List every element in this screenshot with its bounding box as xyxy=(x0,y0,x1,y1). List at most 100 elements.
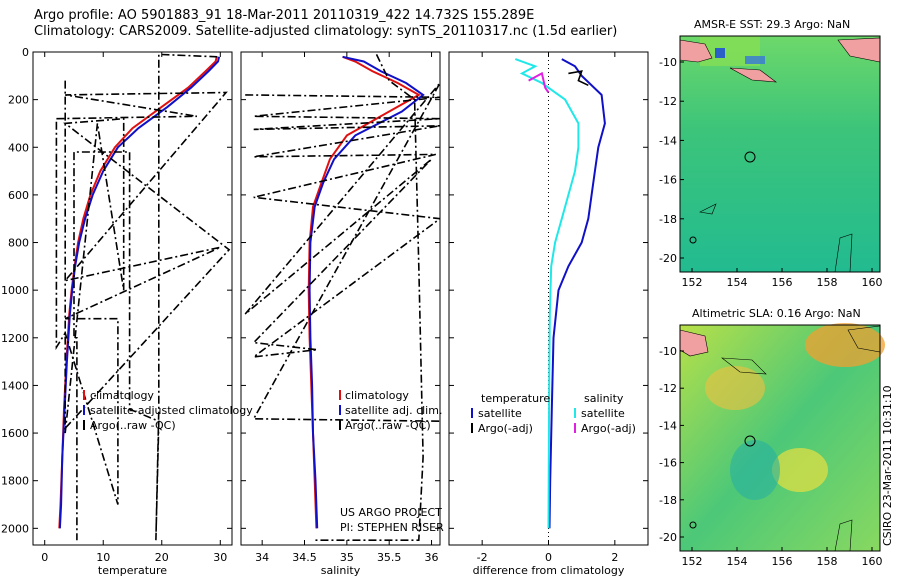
reef-contour xyxy=(699,203,717,215)
sla-lat-label: -20 xyxy=(659,531,677,544)
sla-map: 152 154 156 158 160 -10 -12 -14 -16 -18 -20 xyxy=(659,323,885,568)
sla-high-patch xyxy=(705,366,765,410)
depth-tick-label: 1400 xyxy=(1,379,29,392)
salinity-xtick-label: 36 xyxy=(425,551,439,564)
sla-lon-label: 156 xyxy=(772,555,793,568)
float-location-marker xyxy=(744,435,756,447)
salinity-xtick-label: 34.5 xyxy=(292,551,317,564)
reef-contour xyxy=(834,519,853,552)
sst-lon-label: 152 xyxy=(682,276,703,289)
project-pi: PI: STEPHEN RISER xyxy=(340,521,444,534)
sst-lat-label: -10 xyxy=(659,56,677,69)
sla-lon-label: 160 xyxy=(862,555,883,568)
legend-header-temperature: temperature xyxy=(481,392,550,405)
sst-map-title: AMSR-E SST: 29.3 Argo: NaN xyxy=(694,18,851,31)
sla-map-frame xyxy=(679,324,881,552)
sst-lat-label: -12 xyxy=(659,95,677,108)
salinity-xtick-label: 34 xyxy=(255,551,269,564)
sla-lon-label: 154 xyxy=(727,555,748,568)
sst-map: 152 154 156 158 160 -10 -12 -14 -16 -18 -20 xyxy=(659,35,883,289)
difference-sal_satellite-line xyxy=(514,58,580,529)
sla-low-patch xyxy=(730,440,780,500)
sla-lat-label: -14 xyxy=(659,419,677,432)
temperature-legend: climatology satellite-adjusted climatolog… xyxy=(83,389,253,432)
legend-label: Argo(..raw -QC) xyxy=(345,419,431,432)
sla-map-title: Altimetric SLA: 0.16 Argo: NaN xyxy=(692,307,861,320)
depth-tick-label: 600 xyxy=(8,189,29,202)
difference-temp_argo-line xyxy=(568,70,589,87)
difference-xtick-label: 2 xyxy=(611,551,618,564)
depth-tick-label: 800 xyxy=(8,237,29,250)
sst-map-field xyxy=(680,36,880,272)
sst-lat-label: -14 xyxy=(659,134,677,147)
temperature-xtick-label: 0 xyxy=(41,551,48,564)
depth-tick-label: 0 xyxy=(22,46,29,59)
temperature-xtick-label: 10 xyxy=(96,551,110,564)
sst-map-frame xyxy=(679,35,881,273)
coast-contour xyxy=(721,357,767,375)
difference-temp_satellite-line xyxy=(548,58,606,529)
sst-lat-label: -20 xyxy=(659,252,677,265)
difference-legend: temperature salinity satellite Argo(-adj) sa… xyxy=(471,392,636,435)
header-line-2: Climatology: CARS2009. Satellite-adjuste… xyxy=(34,24,618,39)
temperature-argo_raw_c-line xyxy=(63,80,231,434)
legend-label: Argo(-adj) xyxy=(478,422,533,435)
difference-series xyxy=(514,52,606,545)
depth-tick-label: 1600 xyxy=(1,427,29,440)
sla-lat-label: -10 xyxy=(659,345,677,358)
legend-label: Argo(..raw -QC) xyxy=(90,419,176,432)
salinity-satellite-line xyxy=(308,55,425,529)
float-location-marker xyxy=(744,151,756,163)
sla-lat-label: -16 xyxy=(659,457,677,470)
legend-label: climatology xyxy=(345,389,409,402)
salinity-series xyxy=(244,54,440,542)
salinity-panel: 34 34.5 35 35.5 36 salinity xyxy=(240,51,441,577)
temperature-xtick-label: 30 xyxy=(213,551,227,564)
sla-lon-label: 152 xyxy=(682,555,703,568)
sla-lat-label: -18 xyxy=(659,494,677,507)
header-line-1: Argo profile: AO 5901883_91 18-Mar-2011 … xyxy=(34,8,535,23)
depth-tick-label: 200 xyxy=(8,94,29,107)
sst-cold-pixel xyxy=(745,56,765,64)
sst-lon-label: 160 xyxy=(862,276,883,289)
sst-lon-label: 156 xyxy=(772,276,793,289)
legend-label: satellite-adjusted climatology xyxy=(90,404,253,417)
temperature-argo_raw_b-line xyxy=(55,91,228,505)
salinity-frame xyxy=(240,51,441,546)
sla-high-patch xyxy=(772,448,828,492)
legend-label: climatology xyxy=(90,389,154,402)
legend-label: satellite adj. clim. xyxy=(345,404,442,417)
reef-contour xyxy=(834,233,853,273)
legend-label: satellite xyxy=(478,407,522,420)
reef-contour xyxy=(689,236,697,244)
salinity-xtick-label: 35.5 xyxy=(377,551,402,564)
land-mass xyxy=(729,67,778,83)
project-name: US ARGO PROJECT xyxy=(340,506,442,519)
salinity-argo_raw-line xyxy=(244,82,440,422)
depth-tick-label: 1200 xyxy=(1,332,29,345)
sst-cold-pixel xyxy=(715,48,725,58)
sla-high-patch xyxy=(805,323,885,367)
legend-header-salinity: salinity xyxy=(584,392,624,405)
difference-xtick-label: 0 xyxy=(545,551,552,564)
depth-tick-label: 2000 xyxy=(1,522,29,535)
salinity-legend: climatology satellite adj. clim. Argo(..ra… xyxy=(339,389,444,534)
temperature-xlabel: temperature xyxy=(98,564,167,577)
sst-lon-label: 158 xyxy=(817,276,838,289)
legend-label: satellite xyxy=(581,407,625,420)
depth-tick-label: 1000 xyxy=(1,284,29,297)
temperature-series xyxy=(55,53,231,541)
salinity-xtick-label: 35 xyxy=(340,551,354,564)
sla-lon-label: 158 xyxy=(817,555,838,568)
depth-tick-label: 1800 xyxy=(1,475,29,488)
salinity-xlabel: salinity xyxy=(321,564,361,577)
sla-lat-label: -12 xyxy=(659,382,677,395)
sst-lat-label: -18 xyxy=(659,213,677,226)
temperature-xtick-label: 20 xyxy=(155,551,169,564)
temperature-frame xyxy=(32,51,233,546)
legend-label: Argo(-adj) xyxy=(581,422,636,435)
depth-tick-label: 400 xyxy=(8,141,29,154)
temperature-satellite-line xyxy=(58,56,221,529)
